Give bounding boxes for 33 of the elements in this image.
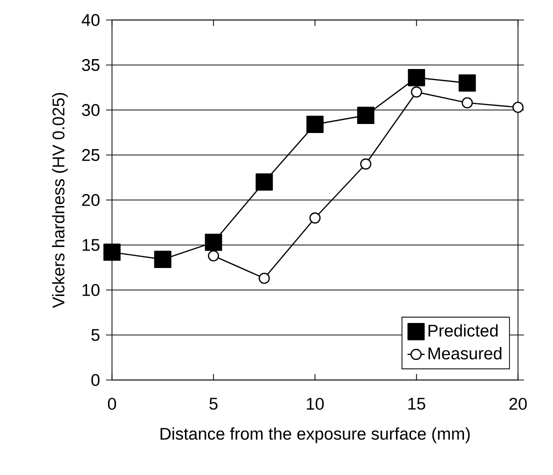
x-tick-label: 20 (509, 398, 527, 410)
point (208, 250, 220, 262)
y-tick-label: 15 (82, 239, 100, 251)
x-tick-label: 0 (108, 398, 116, 410)
y-tick-label: 0 (91, 374, 100, 386)
y-tick-label: 5 (91, 329, 100, 341)
point (204, 234, 222, 251)
x-tick-label: 5 (209, 398, 218, 410)
point (462, 97, 473, 108)
x-tick-label: 15 (408, 398, 426, 410)
legend-label: Measured (428, 347, 502, 360)
point (360, 158, 372, 170)
point (357, 106, 374, 124)
y-tick-label: 40 (82, 14, 100, 26)
y-tick-label: 30 (82, 104, 100, 116)
point (408, 69, 426, 86)
point (410, 86, 422, 98)
point (512, 102, 524, 113)
point (458, 74, 476, 92)
y-tick-label: 35 (82, 59, 100, 71)
legend-label: Predicted (428, 324, 498, 337)
y-tick-label: 10 (82, 284, 100, 296)
point (306, 116, 324, 133)
point (258, 272, 270, 284)
point (103, 244, 121, 261)
x-axis-title: Distance from the exposure surface (mm) (160, 427, 470, 444)
point (154, 250, 172, 268)
y-axis-title: Vickers hardness (HV 0.025) (52, 92, 68, 308)
y-tick-label: 20 (82, 194, 100, 206)
x-tick-label: 10 (306, 398, 324, 410)
point (256, 173, 273, 191)
point (309, 212, 321, 224)
y-tick-label: 25 (82, 149, 100, 161)
